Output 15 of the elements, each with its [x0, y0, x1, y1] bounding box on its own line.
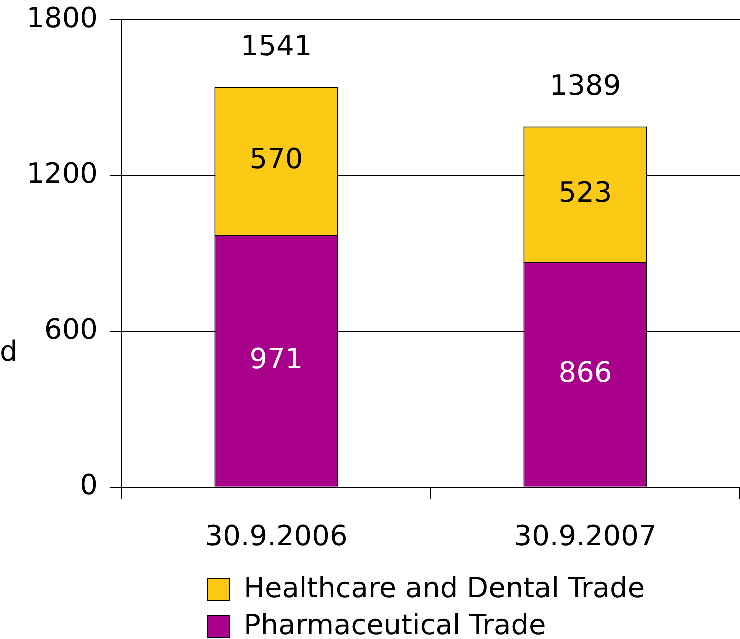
y-tick-label: 1200: [26, 157, 98, 190]
y-tick-label: 0: [80, 468, 98, 502]
y-tick-label: 600: [44, 312, 98, 346]
legend-label: Pharmaceutical Trade: [244, 608, 546, 639]
x-tick-label: 30.9.2007: [514, 519, 657, 552]
data-label: 570: [250, 142, 304, 176]
x-tick-label: 30.9.2006: [205, 519, 348, 552]
data-label: 866: [558, 356, 612, 389]
legend-label: Healthcare and Dental Trade: [244, 571, 646, 604]
data-label: 523: [558, 176, 612, 209]
y-tick-label: 1800: [26, 1, 98, 34]
total-label: 1541: [240, 30, 312, 63]
y-axis-title: d: [0, 335, 18, 368]
data-label: 971: [250, 342, 304, 376]
total-label: 1389: [550, 69, 622, 102]
